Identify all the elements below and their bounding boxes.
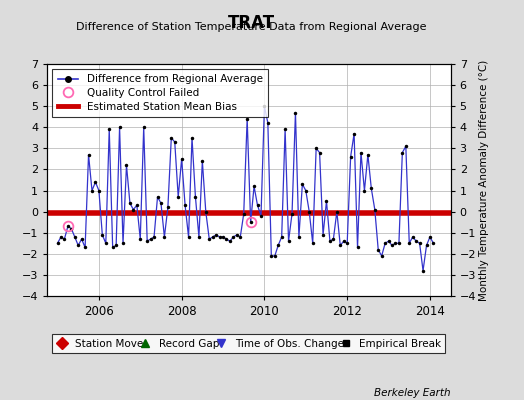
Legend: Station Move, Record Gap, Time of Obs. Change, Empirical Break: Station Move, Record Gap, Time of Obs. C…: [52, 334, 445, 353]
Legend: Difference from Regional Average, Quality Control Failed, Estimated Station Mean: Difference from Regional Average, Qualit…: [52, 69, 268, 117]
Text: Berkeley Earth: Berkeley Earth: [374, 388, 451, 398]
Text: TRAT: TRAT: [228, 14, 275, 32]
Text: Difference of Station Temperature Data from Regional Average: Difference of Station Temperature Data f…: [77, 22, 427, 32]
Y-axis label: Monthly Temperature Anomaly Difference (°C): Monthly Temperature Anomaly Difference (…: [479, 59, 489, 301]
